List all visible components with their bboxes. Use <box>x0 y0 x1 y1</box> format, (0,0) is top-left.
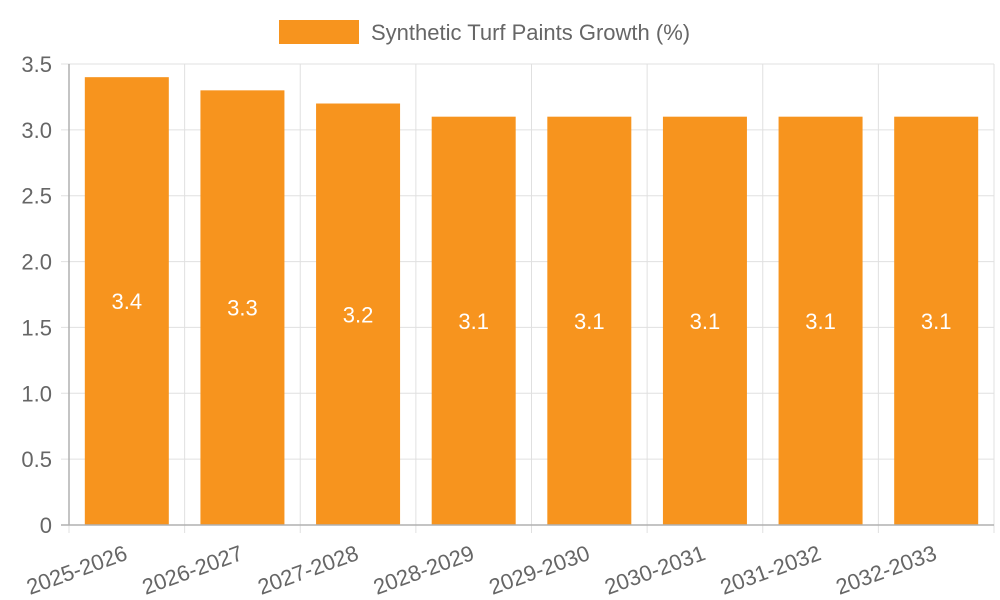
y-tick-label: 2.5 <box>21 184 52 209</box>
bar[interactable] <box>894 116 979 525</box>
bar-data-labels: 3.4 3.3 3.2 3.1 3.1 3.1 3.1 3.1 <box>112 289 952 334</box>
bar-data-label: 3.1 <box>574 309 605 334</box>
y-tick-label: 1.5 <box>21 315 52 340</box>
legend-label[interactable]: Synthetic Turf Paints Growth (%) <box>371 20 690 45</box>
bar-data-label: 3.4 <box>112 289 143 314</box>
y-tick-label: 2.0 <box>21 250 52 275</box>
y-tick-label: 1.0 <box>21 381 52 406</box>
bar-data-label: 3.3 <box>227 296 258 321</box>
bar[interactable] <box>431 116 516 525</box>
bar[interactable] <box>662 116 747 525</box>
bar-data-label: 3.1 <box>921 309 952 334</box>
legend[interactable]: Synthetic Turf Paints Growth (%) <box>279 20 690 45</box>
legend-swatch[interactable] <box>279 20 359 44</box>
bar[interactable] <box>316 103 401 525</box>
x-tick-label: 2025-2026 <box>23 540 130 599</box>
bar-data-label: 3.1 <box>690 309 721 334</box>
x-tick-label: 2032-2033 <box>832 540 939 599</box>
x-tick-label: 2027-2028 <box>254 540 361 599</box>
x-tick-label: 2026-2027 <box>139 540 246 599</box>
bars <box>84 77 979 526</box>
y-axis: 0 0.5 1.0 1.5 2.0 2.5 3.0 3.5 <box>21 52 70 538</box>
bar[interactable] <box>200 90 285 525</box>
y-tick-label: 0 <box>40 513 52 538</box>
bar-data-label: 3.2 <box>343 302 374 327</box>
x-tick-label: 2030-2031 <box>601 540 708 599</box>
y-tick-label: 3.0 <box>21 118 52 143</box>
x-tick-label: 2028-2029 <box>370 540 477 599</box>
bar[interactable] <box>547 116 632 525</box>
x-axis: 2025-2026 2026-2027 2027-2028 2028-2029 2029… <box>23 524 994 600</box>
bar[interactable] <box>84 77 169 526</box>
x-tick-label: 2031-2032 <box>717 540 824 599</box>
x-tick-label: 2029-2030 <box>486 540 593 599</box>
bar-data-label: 3.1 <box>805 309 836 334</box>
y-tick-label: 3.5 <box>21 52 52 77</box>
y-tick-label: 0.5 <box>21 447 52 472</box>
bar-data-label: 3.1 <box>458 309 489 334</box>
bar[interactable] <box>778 116 863 525</box>
